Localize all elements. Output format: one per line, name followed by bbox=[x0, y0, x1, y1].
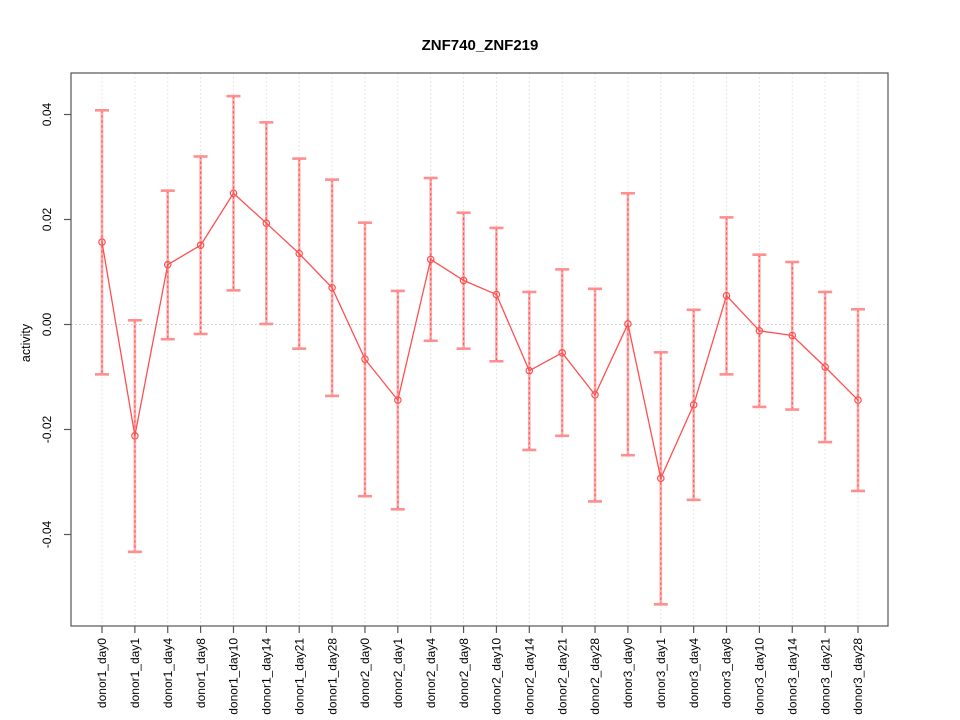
data-point bbox=[262, 219, 271, 227]
series-line bbox=[101, 192, 859, 481]
x-tick-label: donor3_day0 bbox=[621, 638, 635, 708]
x-tick-label: donor2_day4 bbox=[424, 638, 438, 708]
data-point bbox=[492, 290, 501, 299]
x-tick-label: donor1_day0 bbox=[95, 638, 109, 708]
x-tick-label: donor1_day4 bbox=[161, 638, 175, 708]
x-tick-label: donor1_day28 bbox=[325, 638, 339, 715]
y-tick-label: -0.04 bbox=[40, 521, 54, 549]
data-point bbox=[755, 326, 764, 335]
x-tick-label: donor2_day21 bbox=[555, 638, 569, 715]
data-point bbox=[854, 396, 862, 404]
x-tick-label: donor1_day8 bbox=[194, 638, 208, 708]
x-tick-label: donor3_day21 bbox=[818, 638, 832, 715]
x-tick-label: donor1_day14 bbox=[260, 638, 274, 715]
data-point bbox=[459, 276, 468, 285]
data-point bbox=[98, 238, 106, 246]
data-point bbox=[131, 431, 139, 440]
data-point bbox=[656, 474, 665, 483]
chart-title: ZNF740_ZNF219 bbox=[421, 37, 539, 54]
data-point bbox=[295, 249, 304, 258]
x-tick-label: donor3_day28 bbox=[851, 638, 865, 715]
x-tick-label: donor2_day28 bbox=[588, 638, 602, 715]
data-point bbox=[624, 320, 632, 328]
data-point bbox=[163, 260, 172, 269]
data-point bbox=[361, 355, 369, 363]
data-point bbox=[689, 401, 698, 409]
x-tick-label: donor2_day14 bbox=[523, 638, 537, 715]
x-tick-label: donor3_day1 bbox=[654, 638, 668, 708]
x-tick-label: donor3_day10 bbox=[753, 638, 767, 715]
y-tick-label: 0.00 bbox=[40, 312, 54, 336]
plot-box bbox=[70, 72, 889, 627]
data-point bbox=[591, 391, 599, 399]
data-point bbox=[558, 349, 566, 357]
x-tick-label: donor2_day1 bbox=[391, 638, 405, 708]
x-tick-label: donor1_day1 bbox=[128, 638, 142, 708]
data-point bbox=[722, 291, 731, 300]
data-point bbox=[394, 396, 402, 404]
x-tick-label: donor3_day8 bbox=[720, 638, 734, 708]
y-tick-label: -0.02 bbox=[40, 416, 54, 444]
x-tick-label: donor1_day21 bbox=[292, 638, 306, 715]
x-tick-label: donor2_day8 bbox=[457, 638, 471, 708]
data-point bbox=[821, 363, 829, 371]
y-tick-label: 0.02 bbox=[40, 207, 54, 231]
data-point bbox=[196, 241, 205, 250]
data-point bbox=[426, 255, 435, 264]
x-tick-label: donor3_day14 bbox=[785, 638, 799, 715]
data-point bbox=[525, 366, 534, 375]
x-tick-label: donor1_day10 bbox=[227, 638, 241, 715]
y-tick-label: 0.04 bbox=[40, 102, 54, 126]
data-point bbox=[788, 331, 797, 340]
x-tick-label: donor2_day0 bbox=[358, 638, 372, 708]
data-point bbox=[328, 283, 336, 292]
x-tick-label: donor2_day10 bbox=[490, 638, 504, 715]
x-tick-label: donor3_day4 bbox=[687, 638, 701, 708]
data-point bbox=[229, 189, 238, 198]
